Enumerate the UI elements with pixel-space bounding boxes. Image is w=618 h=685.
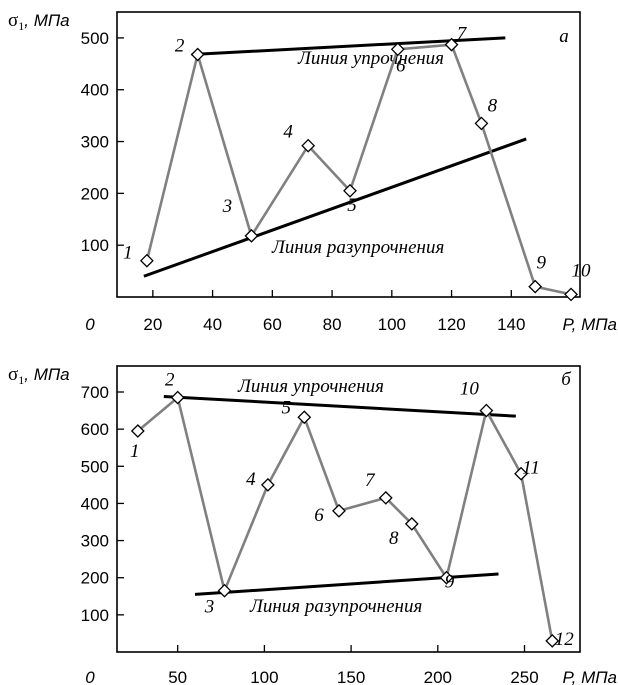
- x-axis-label: P, МПа: [562, 315, 617, 334]
- point-label: 3: [222, 196, 233, 217]
- data-point: [139, 253, 154, 268]
- data-point: [474, 116, 489, 131]
- panel-letter: а: [559, 26, 569, 47]
- data-point: [170, 390, 185, 405]
- data-point: [444, 37, 459, 52]
- data-point: [479, 403, 494, 418]
- point-label: 10: [460, 379, 480, 400]
- point-label: 9: [445, 572, 455, 593]
- point-label: 6: [314, 505, 324, 526]
- x-tick-label: 120: [437, 315, 465, 334]
- y-axis-unit: , МПа: [24, 11, 69, 30]
- hardening-line: [163, 394, 516, 418]
- y-tick-label: 400: [81, 81, 109, 100]
- point-label: 2: [165, 370, 175, 391]
- x-tick-label: 50: [168, 668, 187, 685]
- x-tick-label: 80: [323, 315, 342, 334]
- point-label: 4: [246, 469, 256, 490]
- x-tick-label: 250: [510, 668, 538, 685]
- point-label: 8: [389, 528, 399, 549]
- data-point: [378, 490, 393, 505]
- plot-frame: [116, 11, 581, 298]
- data-point: [260, 477, 275, 492]
- panel-letter: б: [561, 369, 572, 390]
- y-tick-label: 300: [81, 133, 109, 152]
- chart-panel-1: 100 200 300 400 500 20 40 60 80 100 120 140 0 P, МПа σ…: [8, 10, 617, 334]
- y-axis-unit: , МПа: [24, 365, 69, 384]
- data-point: [545, 633, 560, 648]
- x-axis-label: P, МПа: [562, 668, 617, 685]
- point-label: 12: [555, 629, 575, 650]
- x-tick-label: 140: [497, 315, 525, 334]
- hardening-line-label: Линия упрочнения: [237, 376, 384, 397]
- x-tick-label: 100: [378, 315, 406, 334]
- data-point: [514, 466, 528, 481]
- point-label: 2: [175, 35, 185, 56]
- data-point: [343, 183, 357, 198]
- series-line: [145, 43, 572, 296]
- y-tick-label: 100: [81, 606, 109, 625]
- y-tick-label: 300: [81, 532, 109, 551]
- softening-line-label: Линия разупрочнения: [271, 237, 444, 258]
- data-point: [297, 410, 312, 425]
- y-tick-label: 100: [81, 236, 109, 255]
- y-tick-label: 200: [81, 569, 109, 588]
- point-label: 3: [204, 597, 215, 618]
- point-label: 6: [396, 55, 406, 76]
- x-tick-label: 100: [250, 668, 278, 685]
- data-point: [390, 42, 405, 57]
- data-point: [439, 570, 454, 585]
- data-point: [301, 138, 316, 153]
- y-tick-label: 200: [81, 184, 109, 203]
- data-point: [564, 287, 578, 302]
- y-axis-label: σ1, МПа: [8, 364, 70, 387]
- point-label: 1: [123, 243, 133, 264]
- origin-label: 0: [85, 668, 95, 685]
- data-point: [190, 47, 205, 62]
- y-tick-label: 500: [81, 29, 109, 48]
- x-tick-label: 200: [424, 668, 452, 685]
- y-axis-symbol: σ: [8, 364, 18, 385]
- plot-frame: [116, 365, 581, 653]
- y-tick-label: 600: [81, 420, 109, 439]
- point-label: 5: [347, 195, 357, 216]
- data-point: [404, 516, 419, 531]
- x-tick-label: 60: [263, 315, 282, 334]
- hardening-line-label: Линия упрочнения: [297, 48, 444, 69]
- data-point: [332, 503, 346, 518]
- point-label: 5: [282, 397, 292, 418]
- point-label: 4: [283, 122, 293, 143]
- point-label: 7: [365, 470, 376, 491]
- x-tick-label: 20: [143, 315, 162, 334]
- point-label: 11: [522, 458, 540, 479]
- x-tick-label: 40: [203, 315, 222, 334]
- point-label: 9: [536, 253, 546, 274]
- y-tick-label: 700: [81, 383, 109, 402]
- chart-panel-2: 100 200 300 400 500 600 700 50 100 150 200 250 0 P, М…: [8, 364, 617, 685]
- softening-line-label: Линия разупрочнения: [249, 596, 422, 617]
- data-point: [528, 279, 543, 294]
- data-point: [244, 228, 259, 243]
- data-point: [130, 424, 145, 438]
- point-label: 7: [457, 24, 468, 45]
- softening-line: [143, 137, 527, 278]
- point-label: 10: [572, 260, 592, 281]
- x-tick-label: 150: [337, 668, 365, 685]
- y-axis-subscript: 1: [18, 373, 24, 387]
- origin-label: 0: [85, 315, 95, 334]
- series-line: [136, 395, 554, 642]
- point-label: 8: [488, 95, 498, 116]
- y-axis-label: σ1, МПа: [8, 10, 70, 33]
- y-axis-subscript: 1: [18, 19, 24, 33]
- data-point: [217, 583, 232, 598]
- y-tick-label: 500: [81, 457, 109, 476]
- y-axis-symbol: σ: [8, 10, 18, 31]
- y-tick-label: 400: [81, 494, 109, 513]
- point-label: 1: [130, 441, 140, 462]
